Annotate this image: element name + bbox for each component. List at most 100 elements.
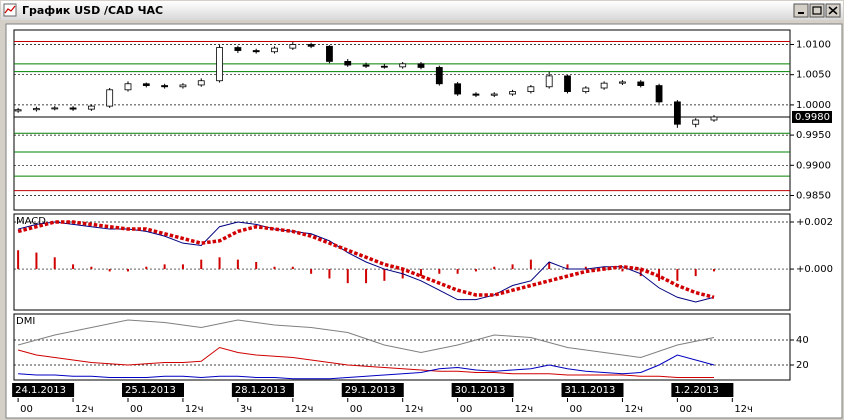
x-tick-label: 12ч [405,404,424,415]
candle-body [509,91,516,95]
histogram-bar [474,269,477,272]
x-tick-label: 12ч [624,404,643,415]
candle-body [87,105,95,110]
x-tick-label: 12ч [515,404,534,415]
x-tick-label: 12ч [734,404,753,415]
candle-body [472,93,480,96]
y-tick-label: 1.0050 [796,70,831,81]
histogram-bar [310,269,313,274]
candle-body [637,81,645,86]
histogram-bar [53,257,56,270]
candle-body [545,75,553,88]
candle-body [271,47,278,53]
candle-body [69,107,77,110]
date-label-box [451,383,514,397]
date-label: 31.1.2013 [565,385,616,396]
x-tick-label: 00 [679,404,692,415]
title-bar [1,1,843,20]
series-line [17,220,715,299]
candle-body [362,64,370,67]
y-tick-label: 20 [796,360,809,371]
series-line [18,354,715,380]
candle-body [307,44,315,47]
date-label-box [341,383,404,397]
candle-body [289,44,297,49]
x-tick-label: 00 [20,404,33,415]
window-icon [3,3,17,17]
y-tick-label: 1.0000 [796,100,831,111]
candle-body [582,87,590,93]
panel-title: DMI [16,316,35,327]
candle-body [435,67,443,85]
histogram-bar [126,269,129,272]
panel-frame [13,313,791,381]
candle-body [692,119,700,125]
date-label-box [561,383,624,397]
series-line [17,319,715,359]
maximize-button[interactable] [809,3,825,18]
histogram-bar [236,259,239,270]
candle-body [399,63,407,68]
candle-body [490,93,498,96]
candle-body [344,61,352,66]
candle-body [197,80,205,86]
y-tick-label: 40 [796,335,809,346]
date-label-box [231,383,294,397]
histogram-bar [694,269,697,277]
candle-body [527,86,535,93]
histogram-bar [713,269,716,272]
histogram-bar [438,269,441,274]
y-tick-label: 0.9900 [796,160,831,171]
candle-body [600,82,608,89]
minimize-button[interactable] [793,3,809,18]
histogram-bar [200,259,203,270]
candle-body [673,101,681,125]
candle-body [106,89,114,107]
date-label: 1.2.2013 [674,385,719,396]
x-tick-label: 00 [350,404,363,415]
histogram-bar [511,264,514,270]
histogram-bar [90,266,93,270]
histogram-bar [328,269,331,279]
x-tick-label: 3ч [240,404,252,415]
x-tick-label: 00 [570,404,583,415]
date-label-box [121,383,184,397]
candle-body [252,50,260,53]
date-label: 24.1.2013 [15,385,66,396]
plot: 1.0100 1.0050 1.0000 0.9950 0.9900 0.9850 0.99… [12,29,833,415]
y-tick-label: 0.9850 [796,191,831,202]
candle-body [234,47,242,51]
histogram-bar [145,266,148,270]
candle-body [564,75,571,93]
y-tick-label: +0.002 [796,217,833,228]
histogram-bar [548,262,551,270]
close-button[interactable] [825,3,841,18]
histogram-bar [72,264,75,270]
histogram-bar [108,269,111,272]
date-label: 30.1.2013 [455,385,506,396]
histogram-bar [255,262,258,270]
candle-body [655,85,663,103]
histogram-bar [639,269,642,277]
last-price-label: 0.9980 [795,112,830,123]
y-tick-label: 1.0100 [796,39,831,50]
series-line [17,346,715,378]
panel-title: MACD [16,216,46,227]
histogram-bar [346,269,349,284]
date-label-box [12,383,75,397]
histogram-bar [218,257,221,270]
histogram-bar [273,266,276,270]
histogram-bar [181,264,184,270]
histogram-bar [456,269,459,274]
window-title: График USD /CAD ЧАС [22,4,163,17]
candle-body [14,109,22,112]
date-label-box [671,383,734,397]
candle-body [216,47,223,82]
y-tick-label: 0.9950 [796,130,831,141]
panel-frame [13,29,791,211]
histogram-bar [35,252,38,270]
candle-body [380,65,388,68]
histogram-bar [163,264,166,270]
